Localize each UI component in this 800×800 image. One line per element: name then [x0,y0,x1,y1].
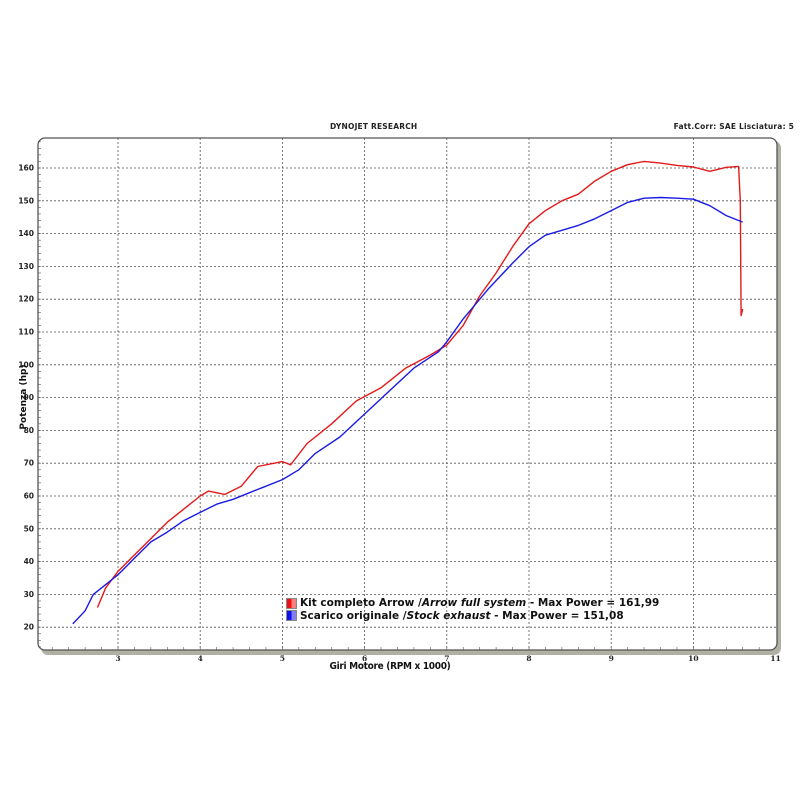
y-tick-label: 90 [24,393,34,402]
legend-item-arrow: Kit completo Arrow / Arrow full system -… [286,597,659,610]
legend-suffix: - Max Power = 151,08 [490,609,624,622]
y-tick-label: 30 [24,590,34,599]
legend-swatch-red-icon [286,597,297,609]
x-tick-label: 11 [770,654,780,663]
stock-exhaust-line [72,196,743,625]
legend-italic: Stock exhaust [406,609,491,622]
x-tick-label: 8 [526,654,531,663]
y-tick-label: 40 [24,557,34,566]
axis-ticks [38,141,760,650]
y-tick-label: 150 [18,196,34,205]
y-axis-label: Potenza (hp) [19,364,29,430]
x-tick-label: 3 [115,654,120,663]
y-tick-label: 160 [18,164,34,173]
y-tick-label: 130 [18,262,34,271]
y-tick-label: 80 [24,426,34,435]
y-tick-label: 50 [24,524,34,533]
x-tick-label: 6 [362,654,367,663]
y-tick-label: 60 [24,492,34,501]
legend: Kit completo Arrow / Arrow full system -… [286,597,659,622]
legend-suffix: - Max Power = 161,99 [526,597,660,609]
legend-swatch-blue-icon [286,610,297,622]
y-tick-labels: 20 30 40 50 60 70 80 90 100 110 120 130 140 150 160 [18,164,34,632]
legend-prefix: Scarico originale / [300,609,407,622]
correction-info: Fatt.Corr: SAE Lisciatura: 5 [673,122,794,131]
x-tick-label: 5 [280,654,285,663]
x-axis-label: Giri Motore (RPM x 1000) [329,661,451,672]
plot-frame [37,137,778,651]
x-tick-label: 7 [444,654,449,663]
legend-item-stock: Scarico originale / Stock exhaust - Max … [286,610,659,623]
x-tick-label: 4 [198,654,203,663]
y-tick-label: 20 [24,623,34,632]
y-tick-label: 110 [18,328,34,337]
legend-italic: Arrow full system [421,597,527,609]
series-lines [72,160,744,625]
x-tick-label: 10 [688,654,698,663]
chart-title: DYNOJET RESEARCH [330,122,418,131]
y-tick-label: 120 [18,295,34,304]
y-tick-label: 140 [18,229,34,238]
y-tick-label: 70 [24,459,34,468]
y-tick-label: 100 [18,360,34,369]
x-tick-labels: 3 4 5 6 7 8 9 10 11 [115,654,780,663]
x-tick-label: 9 [609,654,614,663]
arrow-full-system-line [96,160,744,608]
legend-prefix: Kit completo Arrow / [300,597,422,609]
